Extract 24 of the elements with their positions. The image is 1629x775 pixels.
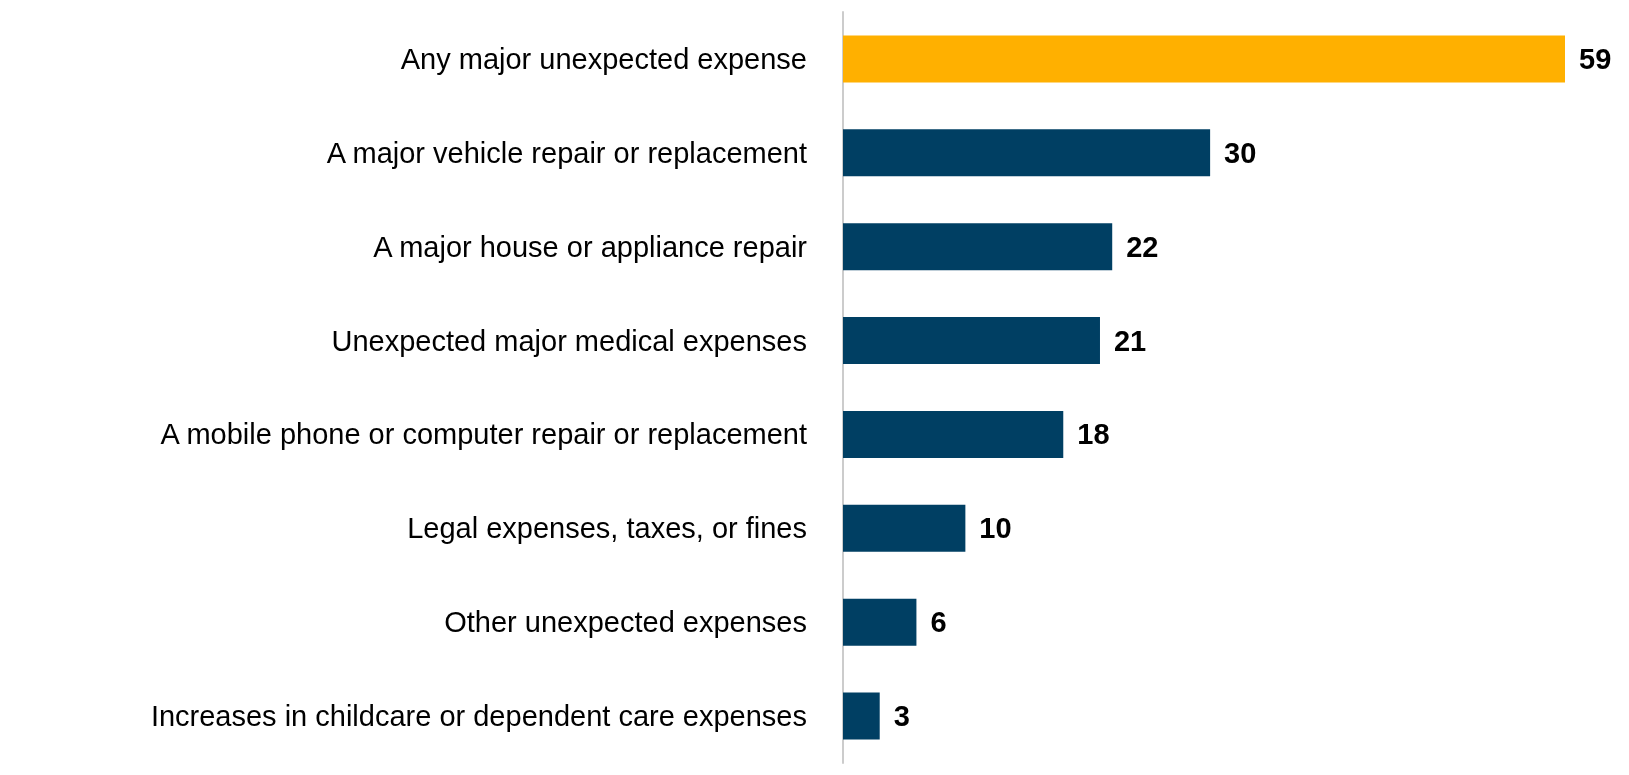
bar (843, 598, 917, 646)
y-tick-label: Increases in childcare or dependent care expenses (150, 700, 807, 733)
data-label: 22 (1126, 230, 1159, 263)
bar (843, 129, 1211, 177)
data-label: 3 (893, 700, 910, 733)
y-tick-label: A mobile phone or computer repair or replacement (160, 418, 807, 451)
y-tick-label: Any major unexpected expense (400, 42, 807, 75)
data-label: 21 (1113, 324, 1147, 357)
y-tick-label: Other unexpected expenses (444, 606, 807, 639)
data-label: 59 (1579, 42, 1612, 75)
y-tick-label: A major house or appliance repair (373, 230, 808, 263)
data-label: 30 (1224, 136, 1257, 169)
bar (843, 504, 966, 552)
data-label: 10 (979, 512, 1012, 545)
y-tick-label: Unexpected major medical expenses (331, 324, 807, 357)
bar (843, 35, 1565, 83)
bar (843, 223, 1113, 271)
bar (843, 317, 1100, 365)
y-tick-label: Legal expenses, taxes, or fines (407, 512, 807, 545)
bar (843, 692, 880, 740)
data-label: 6 (930, 606, 947, 639)
data-label: 18 (1077, 418, 1110, 451)
bar (843, 410, 1064, 458)
y-tick-label: A major vehicle repair or replacement (326, 136, 807, 169)
